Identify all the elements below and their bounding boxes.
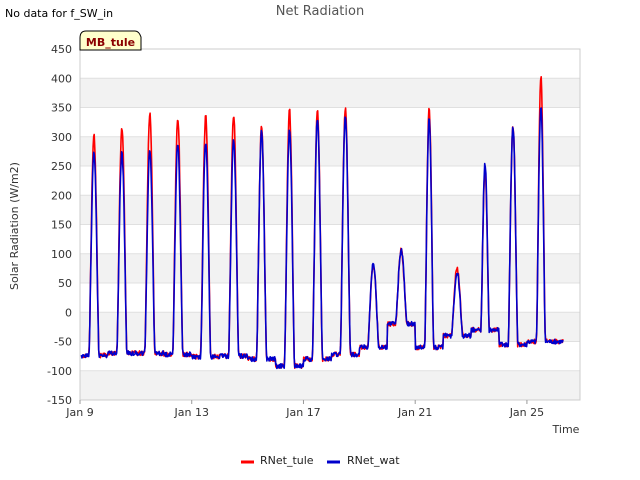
y-tick-label: -100 (47, 365, 72, 378)
y-tick-label: 50 (58, 277, 72, 290)
y-tick-label: 400 (51, 72, 72, 85)
y-tick-label: -150 (47, 394, 72, 407)
x-tick-label: Jan 21 (397, 406, 432, 419)
x-tick-label: Jan 9 (65, 406, 93, 419)
y-tick-label: 250 (51, 160, 72, 173)
band (80, 195, 580, 225)
series-line-rnet-wat (80, 107, 564, 370)
site-badge: MB_tule (79, 30, 142, 51)
band (80, 312, 580, 342)
y-tick-label: 0 (65, 306, 72, 319)
plot-frame (79, 48, 581, 401)
legend-label-rnet-tule: RNet_tule (260, 454, 314, 467)
y-tick-label: 350 (51, 102, 72, 115)
plot-background-bands (80, 78, 580, 400)
band (80, 136, 580, 166)
y-tick-labels: -150 -100 -50 0 50 100 150 200 250 300 350 400 450 (47, 43, 72, 407)
legend-label-rnet-wat: RNet_wat (347, 454, 400, 467)
series-group (80, 76, 564, 370)
band (80, 253, 580, 283)
x-axis-label: Time (552, 423, 580, 436)
y-tick-label: 450 (51, 43, 72, 56)
no-data-note: No data for f_SW_in (5, 7, 114, 20)
band (80, 78, 580, 108)
y-tick-label: 100 (51, 248, 72, 261)
y-tick-label: 200 (51, 189, 72, 202)
x-tick-label: Jan 13 (174, 406, 209, 419)
y-tick-label: 300 (51, 131, 72, 144)
x-tick-label: Jan 17 (285, 406, 320, 419)
x-tick-labels: Jan 9 Jan 13 Jan 17 Jan 21 Jan 25 (65, 400, 544, 419)
badge-label: MB_tule (86, 36, 135, 49)
legend: RNet_tule RNet_wat (241, 454, 400, 467)
x-tick-label: Jan 25 (509, 406, 544, 419)
chart-title: Net Radiation (276, 4, 364, 19)
band (80, 370, 580, 400)
badge-shape (79, 30, 142, 51)
y-axis-label: Solar Radiation (W/m2) (8, 162, 21, 290)
y-tick-label: 150 (51, 219, 72, 232)
y-tick-label: -50 (54, 336, 72, 349)
